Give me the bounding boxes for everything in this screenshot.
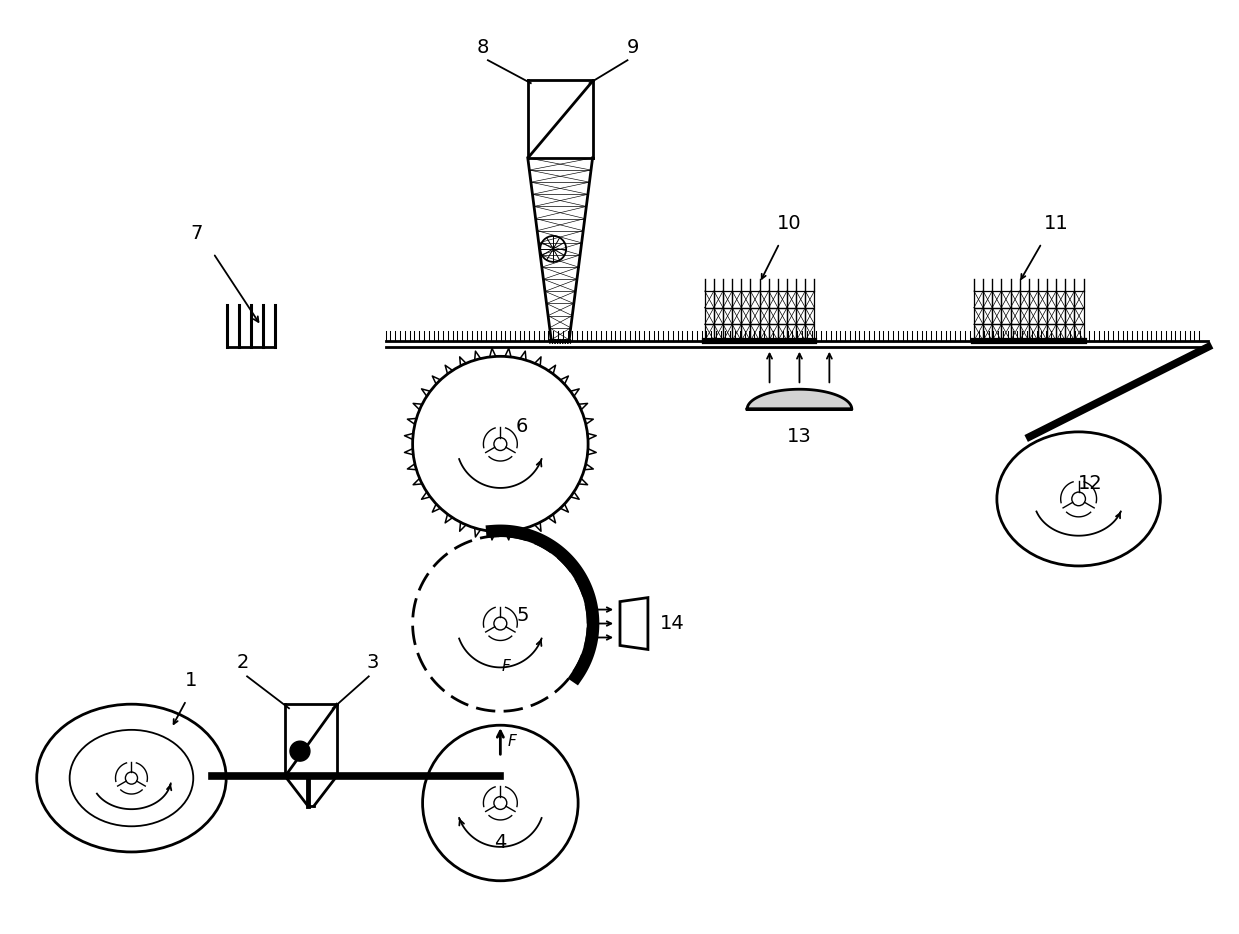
- Bar: [1020, 307, 1028, 324]
- Bar: [714, 307, 724, 324]
- Bar: [768, 291, 778, 307]
- Bar: [741, 291, 751, 307]
- Bar: [705, 291, 714, 307]
- Text: 6: 6: [517, 417, 529, 435]
- Bar: [1001, 291, 1011, 307]
- Bar: [778, 324, 787, 341]
- Bar: [732, 307, 741, 324]
- Bar: [992, 291, 1001, 307]
- Bar: [1066, 324, 1074, 341]
- Text: 5: 5: [515, 606, 529, 625]
- Bar: [1011, 324, 1020, 341]
- Bar: [1028, 324, 1038, 341]
- Text: 10: 10: [777, 214, 802, 234]
- Bar: [732, 291, 741, 307]
- Bar: [1074, 291, 1084, 307]
- Polygon shape: [747, 389, 851, 409]
- Bar: [751, 291, 760, 307]
- Text: 8: 8: [477, 38, 489, 57]
- Text: F: F: [502, 659, 510, 674]
- Text: 2: 2: [237, 654, 249, 672]
- Bar: [805, 324, 814, 341]
- Bar: [732, 324, 741, 341]
- Bar: [705, 324, 714, 341]
- Bar: [1020, 324, 1028, 341]
- Bar: [1011, 291, 1020, 307]
- Bar: [714, 324, 724, 341]
- Circle shape: [290, 742, 310, 761]
- Bar: [1066, 307, 1074, 324]
- Bar: [805, 291, 814, 307]
- Bar: [1020, 291, 1028, 307]
- Text: 14: 14: [660, 614, 685, 633]
- Bar: [974, 324, 983, 341]
- Bar: [724, 307, 732, 324]
- Text: 11: 11: [1044, 214, 1069, 234]
- Bar: [992, 324, 1001, 341]
- Bar: [760, 291, 768, 307]
- Bar: [1038, 307, 1047, 324]
- Bar: [797, 291, 805, 307]
- Bar: [787, 324, 797, 341]
- Bar: [992, 307, 1001, 324]
- Bar: [741, 324, 751, 341]
- Bar: [705, 307, 714, 324]
- Text: 7: 7: [190, 224, 202, 243]
- Bar: [787, 291, 797, 307]
- Bar: [1028, 307, 1038, 324]
- Bar: [1011, 307, 1020, 324]
- Bar: [1047, 324, 1056, 341]
- Text: F: F: [507, 734, 517, 749]
- Bar: [1056, 291, 1066, 307]
- Bar: [1028, 291, 1038, 307]
- Text: 4: 4: [494, 833, 507, 852]
- Bar: [983, 324, 992, 341]
- Text: 12: 12: [1078, 474, 1103, 493]
- Bar: [724, 291, 732, 307]
- Bar: [805, 307, 814, 324]
- Bar: [714, 291, 724, 307]
- Bar: [724, 324, 732, 341]
- Bar: [787, 307, 797, 324]
- Bar: [1074, 324, 1084, 341]
- Bar: [768, 324, 778, 341]
- Bar: [741, 307, 751, 324]
- Polygon shape: [620, 598, 648, 649]
- Bar: [1056, 324, 1066, 341]
- Text: 13: 13: [787, 427, 812, 446]
- Bar: [778, 307, 787, 324]
- Bar: [751, 324, 760, 341]
- Bar: [1047, 291, 1056, 307]
- Text: 9: 9: [626, 38, 638, 57]
- Bar: [1001, 324, 1011, 341]
- Bar: [768, 307, 778, 324]
- Bar: [797, 324, 805, 341]
- Bar: [1066, 291, 1074, 307]
- Bar: [974, 291, 983, 307]
- Bar: [983, 291, 992, 307]
- Bar: [797, 307, 805, 324]
- Bar: [760, 307, 768, 324]
- Bar: [1001, 307, 1011, 324]
- Bar: [1074, 307, 1084, 324]
- Bar: [1047, 307, 1056, 324]
- Bar: [778, 291, 787, 307]
- Bar: [974, 307, 983, 324]
- Bar: [983, 307, 992, 324]
- Bar: [751, 307, 760, 324]
- Bar: [1038, 291, 1047, 307]
- Text: 3: 3: [367, 654, 379, 672]
- Bar: [1056, 307, 1066, 324]
- Bar: [760, 324, 768, 341]
- Text: 1: 1: [185, 672, 197, 690]
- Bar: [1038, 324, 1047, 341]
